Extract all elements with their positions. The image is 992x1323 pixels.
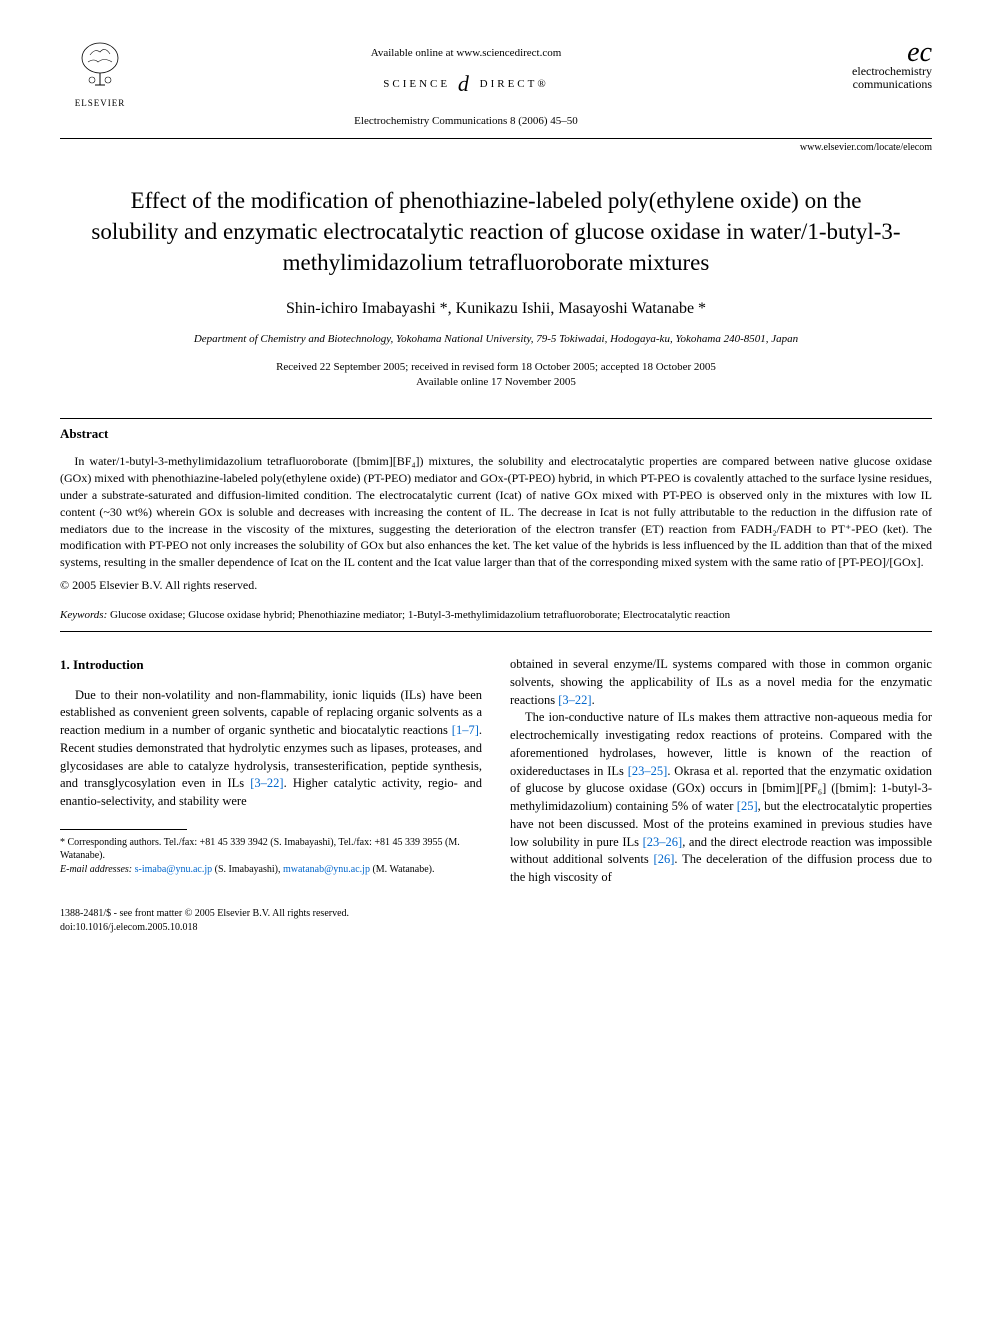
available-online-text: Available online at www.sciencedirect.co… xyxy=(140,46,792,61)
keywords-label: Keywords: xyxy=(60,609,107,621)
publisher-name: ELSEVIER xyxy=(60,97,140,110)
email-link-1[interactable]: s-imaba@ynu.ac.jp xyxy=(135,864,213,875)
email-name-1: (S. Imabayashi), xyxy=(215,864,281,875)
elsevier-tree-icon xyxy=(60,40,140,97)
keywords-text: Glucose oxidase; Glucose oxidase hybrid;… xyxy=(110,609,730,621)
abstract-top-rule xyxy=(60,418,932,419)
publisher-logo: ELSEVIER xyxy=(60,40,140,110)
right-column: obtained in several enzyme/IL systems co… xyxy=(510,656,932,887)
footer-line2: doi:10.1016/j.elecom.2005.10.018 xyxy=(60,921,932,935)
page-footer: 1388-2481/$ - see front matter © 2005 El… xyxy=(60,907,932,935)
body-columns: 1. Introduction Due to their non-volatil… xyxy=(60,656,932,887)
introduction-heading: 1. Introduction xyxy=(60,656,482,674)
ref-link-3-22b[interactable]: [3–22] xyxy=(558,693,591,707)
science-direct-logo: SCIENCE d DIRECT® xyxy=(140,69,792,100)
intro-paragraph-1: Due to their non-volatility and non-flam… xyxy=(60,687,482,811)
ref-link-23-25[interactable]: [23–25] xyxy=(628,764,668,778)
journal-logo-italic: ec xyxy=(792,40,932,65)
page-header: ELSEVIER Available online at www.science… xyxy=(60,40,932,130)
email-link-2[interactable]: mwatanab@ynu.ac.jp xyxy=(283,864,370,875)
dates-line2: Available online 17 November 2005 xyxy=(60,375,932,390)
journal-logo-line2: communications xyxy=(792,78,932,91)
intro-col1-text: Due to their non-volatility and non-flam… xyxy=(60,688,482,738)
article-dates: Received 22 September 2005; received in … xyxy=(60,360,932,391)
footnote-separator xyxy=(60,829,187,830)
sd-d-icon: d xyxy=(458,71,472,96)
sd-left: SCIENCE xyxy=(383,78,450,90)
ref-link-25[interactable]: [25] xyxy=(737,799,758,813)
footnote-corr: * Corresponding authors. Tel./fax: +81 4… xyxy=(60,836,482,863)
header-center: Available online at www.sciencedirect.co… xyxy=(140,40,792,130)
abstract-heading: Abstract xyxy=(60,425,932,443)
footnote-email-label: E-mail addresses: xyxy=(60,864,132,875)
intro-col2-p1: obtained in several enzyme/IL systems co… xyxy=(510,656,932,709)
article-title: Effect of the modification of phenothiaz… xyxy=(90,185,902,278)
keywords: Keywords: Glucose oxidase; Glucose oxida… xyxy=(60,608,932,623)
sd-right: DIRECT® xyxy=(480,78,549,90)
copyright: © 2005 Elsevier B.V. All rights reserved… xyxy=(60,577,932,594)
footer-line1: 1388-2481/$ - see front matter © 2005 El… xyxy=(60,907,932,921)
abstract-bottom-rule xyxy=(60,631,932,632)
affiliation: Department of Chemistry and Biotechnolog… xyxy=(60,332,932,347)
abstract-text: In water/1-butyl-3-methylimidazolium tet… xyxy=(60,453,932,571)
locate-url: www.elsevier.com/locate/elecom xyxy=(60,141,932,155)
ref-link-23-26[interactable]: [23–26] xyxy=(643,835,683,849)
journal-logo: ec electrochemistry communications xyxy=(792,40,932,92)
header-rule xyxy=(60,138,932,139)
ref-link-3-22a[interactable]: [3–22] xyxy=(250,776,283,790)
authors: Shin-ichiro Imabayashi *, Kunikazu Ishii… xyxy=(60,298,932,320)
corresponding-footnote: * Corresponding authors. Tel./fax: +81 4… xyxy=(60,836,482,877)
intro-col2-p2: The ion-conductive nature of ILs makes t… xyxy=(510,709,932,887)
left-column: 1. Introduction Due to their non-volatil… xyxy=(60,656,482,887)
email-name-2: (M. Watanabe). xyxy=(372,864,434,875)
ref-link-1-7[interactable]: [1–7] xyxy=(452,723,479,737)
footnote-emails: E-mail addresses: s-imaba@ynu.ac.jp (S. … xyxy=(60,863,482,877)
dates-line1: Received 22 September 2005; received in … xyxy=(60,360,932,375)
journal-reference: Electrochemistry Communications 8 (2006)… xyxy=(140,114,792,129)
ref-link-26[interactable]: [26] xyxy=(654,852,675,866)
